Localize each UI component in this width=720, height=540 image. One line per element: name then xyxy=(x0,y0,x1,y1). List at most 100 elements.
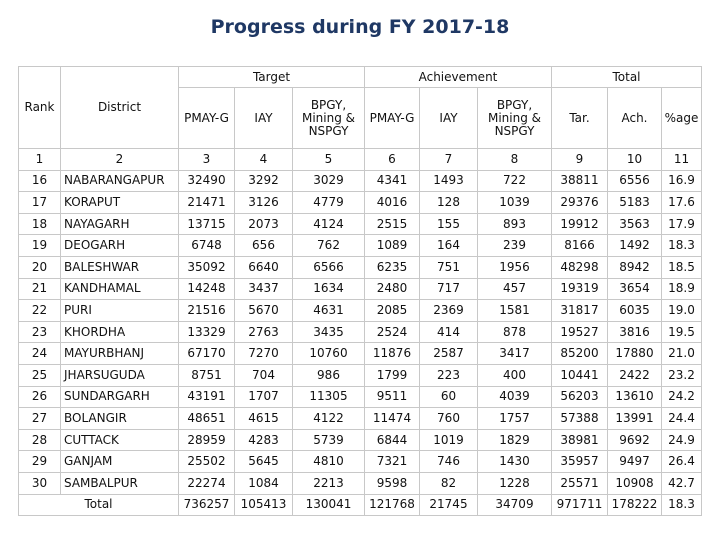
cell: 21.0 xyxy=(661,342,702,365)
cell: 23.2 xyxy=(661,363,702,387)
cell: 48651 xyxy=(178,407,235,430)
cell: 19319 xyxy=(551,277,608,301)
cell: 5183 xyxy=(607,191,662,214)
sub-head: PMAY-G xyxy=(364,87,420,149)
cell: 1019 xyxy=(419,428,478,452)
cell: 4122 xyxy=(292,407,365,430)
total-row: Total 736257 105413 130041 121768 21745 34709 9… xyxy=(18,493,702,517)
cell: 67170 xyxy=(178,342,235,365)
cell: 2480 xyxy=(364,277,420,301)
cell: 2524 xyxy=(364,320,420,344)
cell: 9497 xyxy=(607,450,662,473)
cell: 13610 xyxy=(607,385,662,409)
cell: 42.7 xyxy=(661,471,702,495)
sub-head: PMAY-G xyxy=(178,87,235,149)
cell: 4283 xyxy=(234,428,293,452)
cell: 16.9 xyxy=(661,169,702,193)
cell: 223 xyxy=(419,363,478,387)
cell: 57388 xyxy=(551,407,608,430)
cell: 22 xyxy=(18,299,61,322)
cell: 43191 xyxy=(178,385,235,409)
cell: 6556 xyxy=(607,169,662,193)
district: PURI xyxy=(60,299,179,322)
data-row: 23 KHORDHA 13329 2763 3435 2524 414 878 19527 381… xyxy=(18,320,702,344)
cell: 760 xyxy=(419,407,478,430)
cell: 10908 xyxy=(607,471,662,495)
cell: 22274 xyxy=(178,471,235,495)
cell: 17880 xyxy=(607,342,662,365)
cell: 8942 xyxy=(607,255,662,279)
cell: 10441 xyxy=(551,363,608,387)
cell: 14248 xyxy=(178,277,235,301)
column-number: 2 xyxy=(60,148,179,171)
district: NAYAGARH xyxy=(60,212,179,236)
group-header-row: Rank District Target Achievement Total xyxy=(18,66,702,149)
sub-head: BPGY, Mining & NSPGY xyxy=(292,87,365,149)
cell: 893 xyxy=(477,212,552,236)
cell: 7270 xyxy=(234,342,293,365)
cell: 5739 xyxy=(292,428,365,452)
cell: 1039 xyxy=(477,191,552,214)
cell: 82 xyxy=(419,471,478,495)
data-row: 25 JHARSUGUDA 8751 704 986 1799 223 400 10441 242… xyxy=(18,363,702,387)
district: CUTTACK xyxy=(60,428,179,452)
district: NABARANGAPUR xyxy=(60,169,179,193)
sub-head: Ach. xyxy=(607,87,662,149)
cell: 414 xyxy=(419,320,478,344)
cell: 13715 xyxy=(178,212,235,236)
total-cell: 18.3 xyxy=(661,493,702,517)
cell: 9511 xyxy=(364,385,420,409)
data-row: 28 CUTTACK 28959 4283 5739 6844 1019 1829 38981 9… xyxy=(18,428,702,452)
cell: 3437 xyxy=(234,277,293,301)
cell: 18.5 xyxy=(661,255,702,279)
cell: 2213 xyxy=(292,471,365,495)
district: KHORDHA xyxy=(60,320,179,344)
cell: 164 xyxy=(419,234,478,257)
data-row: 30 SAMBALPUR 22274 1084 2213 9598 82 1228 25571 1… xyxy=(18,471,702,495)
cell: 751 xyxy=(419,255,478,279)
cell: 3654 xyxy=(607,277,662,301)
cell: 13329 xyxy=(178,320,235,344)
cell: 1493 xyxy=(419,169,478,193)
district: MAYURBHANJ xyxy=(60,342,179,365)
data-row: 27 BOLANGIR 48651 4615 4122 11474 760 1757 57388… xyxy=(18,407,702,430)
cell: 4615 xyxy=(234,407,293,430)
group-head: Total xyxy=(551,66,702,88)
column-number: 8 xyxy=(477,148,552,171)
cell: 746 xyxy=(419,450,478,473)
cell: 457 xyxy=(477,277,552,301)
cell: 26.4 xyxy=(661,450,702,473)
column-number-row: 1 2 3 4 5 6 7 8 9 10 11 xyxy=(18,148,702,171)
cell: 656 xyxy=(234,234,293,257)
cell: 7321 xyxy=(364,450,420,473)
cell: 1799 xyxy=(364,363,420,387)
cell: 4016 xyxy=(364,191,420,214)
cell: 1084 xyxy=(234,471,293,495)
total-cell: 130041 xyxy=(292,493,365,517)
cell: 400 xyxy=(477,363,552,387)
cell: 2073 xyxy=(234,212,293,236)
cell: 21 xyxy=(18,277,61,301)
sub-head: BPGY, Mining & NSPGY xyxy=(477,87,552,149)
cell: 2587 xyxy=(419,342,478,365)
column-number: 9 xyxy=(551,148,608,171)
cell: 56203 xyxy=(551,385,608,409)
total-cell: 736257 xyxy=(178,493,235,517)
column-number: 3 xyxy=(178,148,235,171)
district: GANJAM xyxy=(60,450,179,473)
cell: 4341 xyxy=(364,169,420,193)
cell: 9692 xyxy=(607,428,662,452)
district: SUNDARGARH xyxy=(60,385,179,409)
data-row: 19 DEOGARH 6748 656 762 1089 164 239 8166 1492 18.… xyxy=(18,234,702,257)
cell: 155 xyxy=(419,212,478,236)
cell: 16 xyxy=(18,169,61,193)
cell: 19.5 xyxy=(661,320,702,344)
cell: 24.9 xyxy=(661,428,702,452)
cell: 6640 xyxy=(234,255,293,279)
cell: 6566 xyxy=(292,255,365,279)
group-head: Target xyxy=(178,66,365,88)
column-number: 10 xyxy=(607,148,662,171)
total-cell: 21745 xyxy=(419,493,478,517)
cell: 1757 xyxy=(477,407,552,430)
data-row: 26 SUNDARGARH 43191 1707 11305 9511 60 4039 5620… xyxy=(18,385,702,409)
